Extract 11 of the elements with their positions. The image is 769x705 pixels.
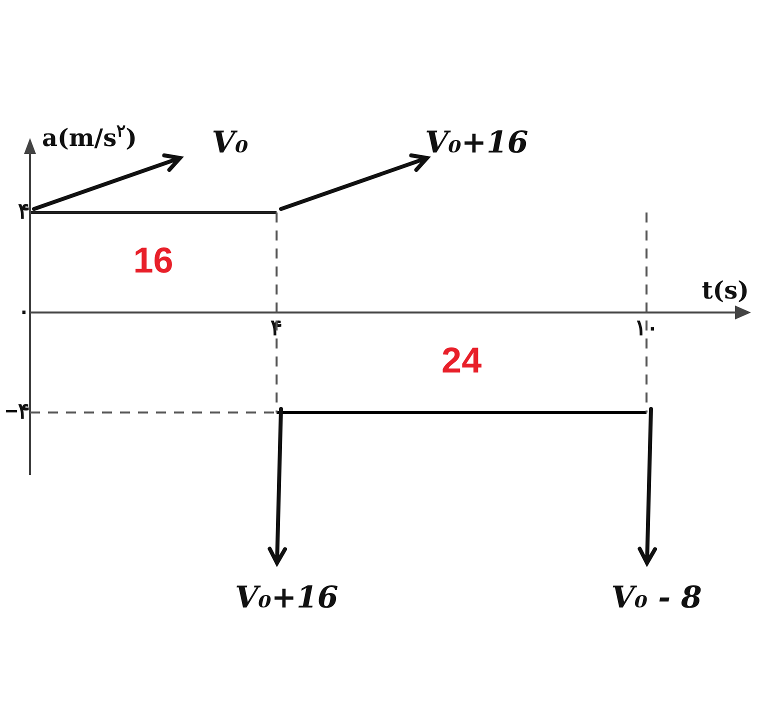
annotation: V₀ - 8	[611, 580, 702, 616]
annotation: V₀+16	[234, 580, 338, 616]
y-tick-label: −۴	[5, 398, 30, 424]
x-tick-label: ۱۰	[634, 314, 659, 340]
y-tick-label: ۴	[18, 198, 30, 224]
annotation: V₀	[212, 126, 248, 160]
annotation: 16	[133, 239, 174, 280]
annotation: V₀+16	[424, 126, 528, 160]
x-axis-title: t(s)	[702, 276, 749, 304]
y-tick-label: ۰	[18, 298, 30, 324]
annotation: 24	[442, 339, 482, 380]
